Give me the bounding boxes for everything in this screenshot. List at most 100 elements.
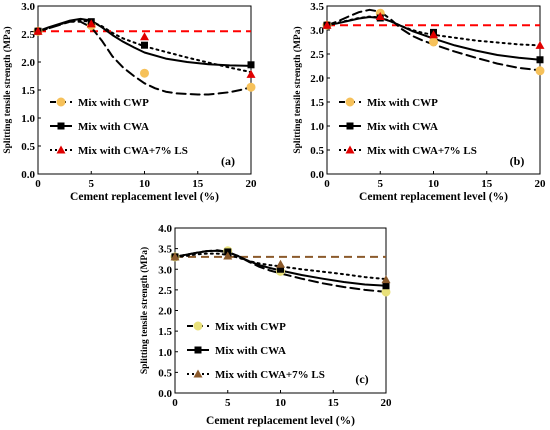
y-tick-label: 3.0: [21, 1, 35, 13]
series-line-3: [326, 15, 541, 47]
series-line-3: [174, 252, 387, 281]
legend-entry: Mix with CWA+7% LS: [187, 369, 325, 381]
data-point-s3: [429, 30, 438, 39]
y-tick-label: 4.0: [158, 223, 172, 235]
x-tick-label: 5: [378, 178, 384, 190]
data-point-s3: [86, 19, 96, 28]
x-tick-label: 20: [381, 397, 393, 409]
x-tick-label: 5: [89, 178, 95, 190]
y-tick-label: 1.0: [158, 347, 172, 359]
legend-marker: [193, 321, 203, 331]
legend-label: Mix with CWA+7% LS: [78, 145, 188, 157]
series-line-1: [326, 8, 541, 72]
y-tick-label: 0.5: [310, 145, 324, 157]
y-tick-label: 3.5: [310, 1, 324, 13]
y-tick-label: 1.0: [310, 121, 324, 133]
y-tick-label: 1.5: [158, 326, 172, 338]
legend-label: Mix with CWA: [367, 121, 438, 133]
legend-label: Mix with CWA+7% LS: [367, 145, 477, 157]
y-tick-label: 0.0: [158, 388, 172, 400]
series-line-3: [37, 19, 252, 74]
panel-label: (a): [221, 154, 235, 168]
data-point-s3: [535, 40, 545, 49]
data-point-s2: [277, 265, 284, 273]
x-axis-title: Cement replacement level (%): [70, 191, 219, 203]
chart-panel-1: 0.0 0.5 1.0 1.5 2.0 2.5 3.0 0 5 10 15 20 Cement repl…: [2, 1, 257, 203]
y-axis-title: Splitting tensile strength (MPa): [2, 26, 13, 153]
y-tick-label: 0.5: [21, 141, 35, 153]
x-tick-label: 15: [481, 178, 493, 190]
legend-entry: Mix with CWA: [187, 345, 286, 357]
legend-marker: [345, 145, 355, 154]
chart-panel-2: 0.0 0.5 1.0 1.5 2.0 2.5 3.0 3.5 0 5 10 15 20 Cement r…: [292, 1, 546, 203]
x-tick-label: 10: [428, 178, 440, 190]
y-tick-label: 2.0: [310, 73, 324, 85]
y-tick-label: 1.0: [21, 113, 35, 125]
y-tick-label: 0.5: [158, 367, 172, 379]
x-tick-label: 5: [225, 397, 231, 409]
y-tick-label: 1.5: [310, 97, 324, 109]
y-tick-label: 3.0: [310, 25, 324, 37]
legend-entry: Mix with CWP: [339, 97, 438, 109]
y-tick-label: 0.0: [310, 169, 324, 181]
y-tick-label: 2.5: [158, 285, 172, 297]
x-tick-label: 10: [139, 178, 151, 190]
data-point-s3: [223, 251, 233, 260]
legend-marker: [346, 122, 354, 130]
x-tick-label: 0: [324, 178, 330, 190]
legend-marker: [56, 97, 66, 107]
data-point-s3: [246, 69, 256, 78]
legend-marker: [193, 369, 203, 378]
data-point-s3: [381, 275, 391, 284]
y-tick-label: 2.5: [21, 29, 35, 41]
x-axis-title: Cement replacement level (%): [359, 191, 508, 203]
panel-label: (c): [355, 372, 368, 386]
x-tick-label: 15: [192, 178, 204, 190]
legend-label: Mix with CWA: [215, 345, 286, 357]
data-point-s2: [247, 61, 255, 69]
legend-entry: Mix with CWA+7% LS: [339, 145, 477, 157]
data-point-s3: [375, 12, 385, 21]
x-tick-label: 20: [535, 178, 547, 190]
x-tick-label: 10: [275, 397, 287, 409]
x-tick-label: 0: [172, 397, 178, 409]
data-point-s1: [429, 37, 438, 47]
data-point-s2: [141, 41, 148, 49]
legend-marker: [345, 97, 355, 107]
x-tick-label: 0: [35, 178, 41, 190]
legend-entry: Mix with CWA: [339, 121, 438, 133]
y-tick-label: 0.0: [21, 169, 35, 181]
legend-label: Mix with CWP: [367, 97, 438, 109]
y-tick-label: 3.0: [158, 264, 172, 276]
legend-label: Mix with CWA+7% LS: [215, 369, 325, 381]
legend-label: Mix with CWP: [215, 321, 286, 333]
legend-entry: Mix with CWP: [187, 321, 286, 333]
x-axis-title: Cement replacement level (%): [206, 415, 355, 427]
data-point-s2: [382, 282, 390, 290]
legend-marker: [57, 122, 65, 130]
x-tick-label: 15: [328, 397, 340, 409]
data-point-s3: [140, 32, 149, 41]
y-tick-label: 2.0: [21, 57, 35, 69]
y-tick-label: 3.5: [158, 244, 172, 256]
series-line-2: [326, 16, 541, 61]
y-tick-label: 2.5: [310, 49, 324, 61]
legend-entry: Mix with CWA+7% LS: [50, 145, 188, 157]
legend-label: Mix with CWP: [78, 97, 149, 109]
data-point-s1: [535, 66, 545, 76]
data-point-s1: [140, 68, 149, 78]
data-point-s3: [33, 26, 43, 35]
y-axis-title: Splitting tensile strength (MPa): [139, 247, 150, 374]
chart-panel-3: 0.0 0.5 1.0 1.5 2.0 2.5 3.0 3.5 4.0 0 5 10 15 20 Cemen…: [139, 223, 392, 427]
y-tick-label: 1.5: [21, 85, 35, 97]
legend-entry: Mix with CWP: [50, 97, 149, 109]
legend-marker: [56, 145, 66, 154]
data-point-s1: [246, 82, 256, 92]
legend-marker: [194, 346, 202, 354]
y-axis-title: Splitting tensile strength (MPa): [292, 26, 303, 153]
panel-label: (b): [510, 154, 525, 168]
legend-entry: Mix with CWA: [50, 121, 149, 133]
data-point-s3: [276, 259, 285, 268]
data-point-s3: [322, 20, 332, 29]
